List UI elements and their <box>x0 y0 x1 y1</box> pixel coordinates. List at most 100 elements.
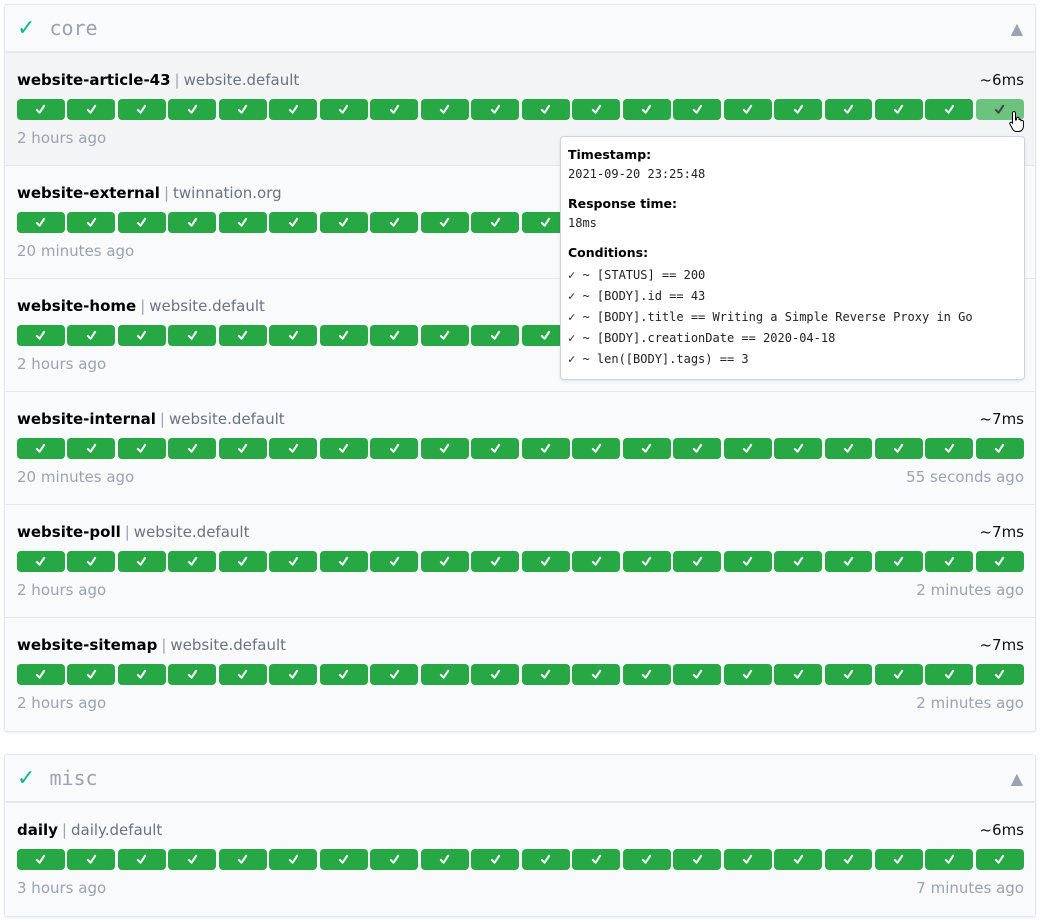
result-bar[interactable] <box>420 325 469 346</box>
result-bar[interactable] <box>420 99 469 120</box>
result-bar[interactable] <box>420 849 469 870</box>
result-bar[interactable] <box>218 212 267 233</box>
result-bar[interactable] <box>975 438 1024 459</box>
result-bar[interactable] <box>874 849 923 870</box>
result-bar[interactable] <box>218 438 267 459</box>
result-bar[interactable] <box>420 438 469 459</box>
result-bar[interactable] <box>975 99 1024 120</box>
result-bar[interactable] <box>471 212 520 233</box>
result-bar[interactable] <box>975 664 1024 685</box>
result-bar[interactable] <box>824 438 873 459</box>
result-bar[interactable] <box>319 99 368 120</box>
result-bar[interactable] <box>975 849 1024 870</box>
result-bar[interactable] <box>218 325 267 346</box>
result-bar[interactable] <box>723 438 772 459</box>
result-bar[interactable] <box>370 664 419 685</box>
result-bar[interactable] <box>67 438 116 459</box>
result-bar[interactable] <box>17 438 65 459</box>
result-bar[interactable] <box>319 325 368 346</box>
result-bar[interactable] <box>824 99 873 120</box>
result-bar[interactable] <box>168 325 217 346</box>
result-bar[interactable] <box>269 664 318 685</box>
result-bar[interactable] <box>420 551 469 572</box>
result-bar[interactable] <box>471 551 520 572</box>
endpoint-name[interactable]: website-poll <box>17 523 121 541</box>
result-bar[interactable] <box>370 325 419 346</box>
result-bar[interactable] <box>117 438 166 459</box>
result-bar[interactable] <box>925 99 974 120</box>
group-header[interactable]: ✓ misc ▲ <box>5 755 1035 803</box>
result-bar[interactable] <box>723 849 772 870</box>
result-bar[interactable] <box>874 438 923 459</box>
result-bar[interactable] <box>471 664 520 685</box>
result-bar[interactable] <box>471 849 520 870</box>
endpoint-row[interactable]: website-sitemap | website.default ~7ms 2 ho… <box>5 618 1035 731</box>
result-bar[interactable] <box>168 438 217 459</box>
result-bar[interactable] <box>673 664 722 685</box>
result-bar[interactable] <box>521 664 570 685</box>
result-bar[interactable] <box>975 551 1024 572</box>
result-bar[interactable] <box>420 664 469 685</box>
result-bar[interactable] <box>774 849 822 870</box>
result-bar[interactable] <box>471 438 520 459</box>
result-bar[interactable] <box>67 325 116 346</box>
result-bar[interactable] <box>572 849 621 870</box>
result-bar[interactable] <box>774 664 822 685</box>
result-bar[interactable] <box>370 438 419 459</box>
result-bar[interactable] <box>269 99 318 120</box>
result-bar[interactable] <box>168 664 217 685</box>
endpoint-name[interactable]: website-internal <box>17 410 156 428</box>
result-bar[interactable] <box>471 99 520 120</box>
endpoint-name[interactable]: daily <box>17 821 58 839</box>
result-bar[interactable] <box>370 551 419 572</box>
result-bar[interactable] <box>723 99 772 120</box>
result-bar[interactable] <box>572 99 621 120</box>
result-bar[interactable] <box>117 99 166 120</box>
result-bar[interactable] <box>168 849 217 870</box>
endpoint-row[interactable]: website-internal | website.default ~7ms 20 … <box>5 392 1035 505</box>
result-bar[interactable] <box>117 212 166 233</box>
result-bar[interactable] <box>319 664 368 685</box>
result-bar[interactable] <box>874 664 923 685</box>
result-bar[interactable] <box>420 212 469 233</box>
result-bar[interactable] <box>622 551 671 572</box>
result-bar[interactable] <box>572 664 621 685</box>
result-bar[interactable] <box>723 664 772 685</box>
result-bar[interactable] <box>521 849 570 870</box>
result-bar[interactable] <box>269 325 318 346</box>
result-bar[interactable] <box>622 99 671 120</box>
result-bar[interactable] <box>673 99 722 120</box>
endpoint-row[interactable]: website-poll | website.default ~7ms 2 hours… <box>5 505 1035 618</box>
result-bar[interactable] <box>774 438 822 459</box>
endpoint-name[interactable]: website-external <box>17 184 160 202</box>
result-bar[interactable] <box>269 438 318 459</box>
result-bar[interactable] <box>774 99 822 120</box>
result-bar[interactable] <box>723 551 772 572</box>
result-bar[interactable] <box>269 849 318 870</box>
result-bar[interactable] <box>824 664 873 685</box>
result-bar[interactable] <box>521 438 570 459</box>
result-bar[interactable] <box>925 664 974 685</box>
result-bar[interactable] <box>572 551 621 572</box>
collapse-arrow-icon[interactable]: ▲ <box>1010 18 1023 38</box>
result-bar[interactable] <box>521 325 570 346</box>
result-bar[interactable] <box>572 438 621 459</box>
result-bar[interactable] <box>622 438 671 459</box>
result-bar[interactable] <box>521 551 570 572</box>
result-bar[interactable] <box>925 551 974 572</box>
result-bar[interactable] <box>622 664 671 685</box>
collapse-arrow-icon[interactable]: ▲ <box>1010 768 1023 788</box>
result-bar[interactable] <box>319 551 368 572</box>
result-bar[interactable] <box>319 212 368 233</box>
result-bar[interactable] <box>218 551 267 572</box>
result-bar[interactable] <box>117 664 166 685</box>
result-bar[interactable] <box>774 551 822 572</box>
endpoint-name[interactable]: website-sitemap <box>17 636 158 654</box>
result-bar[interactable] <box>824 849 873 870</box>
result-bar[interactable] <box>521 212 570 233</box>
result-bar[interactable] <box>319 438 368 459</box>
result-bar[interactable] <box>17 551 65 572</box>
result-bar[interactable] <box>370 99 419 120</box>
endpoint-name[interactable]: website-article-43 <box>17 71 171 89</box>
result-bar[interactable] <box>471 325 520 346</box>
